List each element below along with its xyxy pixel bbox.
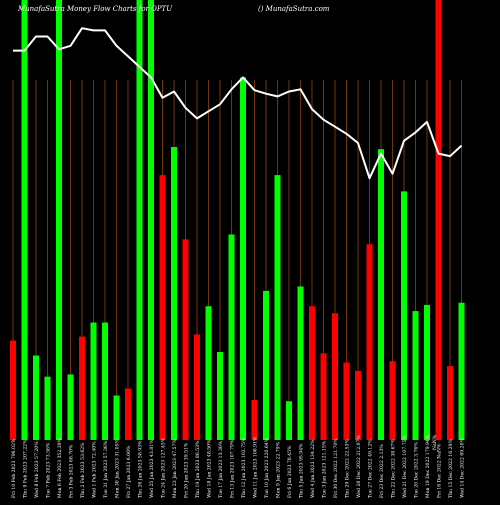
bar-down-16 — [182, 239, 189, 440]
x-tick-label: Thu 26 Jan 2023 58.93% — [138, 440, 144, 498]
bar-down-29 — [332, 313, 338, 440]
bar-up-21 — [240, 77, 246, 440]
bar-up-25 — [286, 401, 292, 440]
bar-down-14 — [159, 175, 166, 440]
x-tick-label: Thu 15 Dec 2022 16.29% — [448, 439, 454, 498]
x-tick-label: Fri 27 Jan 2023 6.06% — [126, 445, 132, 498]
bar-down-17 — [194, 334, 200, 440]
x-tick-label: Tue 24 Jan 2023 127.45% — [161, 437, 167, 498]
bar-up-9 — [102, 322, 108, 440]
bar-up-26 — [297, 286, 304, 440]
x-tick-label: Fri 30 Dec 2022 121.70% — [333, 438, 339, 498]
bar-down-32 — [366, 244, 373, 440]
bar-up-20 — [228, 234, 235, 440]
bar-up-3 — [33, 355, 39, 440]
x-tick-label: Mon 23 Jan 2023 47.57% — [172, 439, 178, 498]
bar-down-30 — [343, 362, 350, 440]
x-tick-label: Wed 11 Jan 2023 106.91% — [253, 436, 259, 498]
x-tick-label: Tue 31 Jan 2023 57.36% — [103, 440, 109, 498]
bar-down-31 — [355, 370, 361, 440]
bar-up-33 — [378, 149, 384, 440]
x-tick-label: Mon 9 Jan 2023 22.79% — [276, 441, 282, 498]
bar-down-27 — [309, 306, 315, 440]
x-tick-label: Thu 29 Dec 2022 22.53% — [345, 439, 351, 498]
bar-down-39 — [447, 366, 453, 440]
bar-up-37 — [424, 304, 430, 440]
x-tick-label: Wed 18 Jan 2023 48.50% — [207, 439, 213, 498]
x-tick-label: Fri 3 Feb 2023 68.70% — [69, 444, 75, 498]
bar-up-13 — [148, 0, 154, 440]
x-tick-label: Mon 19 Dec 2022 179.94% — [425, 434, 431, 498]
x-tick-labels: Fri 10 Feb 2023 796.02% Thu 9 Feb 2023 20… — [11, 434, 466, 498]
x-tick-label: Wed 4 Jan 2023 134.22% — [310, 439, 316, 498]
x-tick-label: Thu 22 Dec 2022 38.67% — [391, 439, 397, 498]
x-tick-label: Thu 12 Jan 2023 102.75% — [241, 437, 247, 498]
x-tick-label: Fri 6 Jan 2023 78.45% — [287, 445, 293, 498]
bar-up-40 — [458, 302, 465, 440]
x-tick-label: Wed 25 Jan 2023 43.81% — [149, 439, 155, 498]
x-tick-label: Wed 21 Dec 2022 107.75% — [402, 435, 408, 498]
extra-tick-label: NaN% — [432, 434, 438, 450]
x-tick-label: Fri 16 Dec 2022 NaN% — [437, 443, 443, 498]
money-flow-line-series — [13, 27, 463, 180]
x-tick-label: Tue 17 Jan 2023 13.30% — [218, 440, 224, 498]
x-tick-label: Mon 6 Feb 2023 352.39% — [57, 437, 63, 498]
bar-up-12 — [136, 0, 143, 440]
bar-up-10 — [113, 395, 120, 440]
bar-up-19 — [217, 352, 223, 440]
bar-up-35 — [401, 191, 407, 440]
x-tick-label: Fri 23 Dec 2022 2.13% — [379, 444, 385, 498]
bar-up-5 — [56, 0, 62, 440]
bar-down-1 — [10, 340, 16, 440]
x-tick-label: Wed 1 Feb 2023 72.40% — [92, 441, 98, 498]
x-tick-label: Fri 20 Jan 2023 39.51% — [184, 442, 190, 498]
x-tick-label: Fri 10 Feb 2023 796.02% — [11, 438, 17, 498]
chart-header-left: MunafaSutra Money Flow Charts for OPTU — [17, 5, 173, 13]
bar-up-6 — [67, 374, 74, 440]
chart-header-right: () MunafaSutra.com — [258, 5, 330, 13]
bar-down-28 — [320, 353, 327, 440]
bar-up-18 — [205, 306, 212, 440]
x-tick-label: Wed 8 Feb 2023 57.20% — [34, 441, 40, 498]
x-tick-label: Tue 20 Dec 2022 3.76% — [414, 442, 420, 498]
bar-down-7 — [79, 336, 85, 440]
bar-down-22 — [251, 399, 258, 440]
bar-up-23 — [263, 290, 269, 440]
x-tick-label: Wed 14 Dec 2022 69.20% — [460, 437, 466, 498]
x-tick-label: Thu 2 Feb 2023 53.62% — [80, 442, 86, 498]
bar-up-15 — [171, 146, 177, 440]
bar-down-34 — [389, 361, 396, 440]
x-tick-label: Tue 3 Jan 2023 121.15% — [322, 440, 328, 498]
x-tick-label: Thu 5 Jan 2023 95.94% — [299, 443, 305, 498]
bar-up-8 — [90, 322, 97, 440]
bar-down-11 — [125, 388, 131, 440]
bar-up-24 — [274, 175, 281, 440]
x-tick-label: Wed 28 Dec 2022 212.07% — [356, 435, 362, 498]
x-tick-label: Fri 13 Jan 2023 107.79% — [230, 439, 236, 498]
bar-down-38 — [435, 0, 442, 440]
x-tick-label: Thu 19 Jan 2023 86.53% — [195, 440, 201, 498]
bar-series — [10, 0, 465, 440]
x-tick-label: Thu 9 Feb 2023 207.22% — [23, 439, 29, 498]
x-tick-label: Mon 30 Jan 2023 31.05% — [115, 439, 121, 498]
bar-up-4 — [44, 376, 51, 440]
x-tick-label: Tue 27 Dec 2022 49.12% — [368, 439, 374, 498]
x-tick-label: Tue 7 Feb 2023 73.56% — [46, 442, 52, 498]
x-tick-label: Tue 10 Jan 2023 220.64% — [264, 437, 270, 498]
bar-up-36 — [412, 311, 419, 440]
money-flow-line — [13, 27, 463, 180]
bar-up-2 — [21, 0, 28, 440]
